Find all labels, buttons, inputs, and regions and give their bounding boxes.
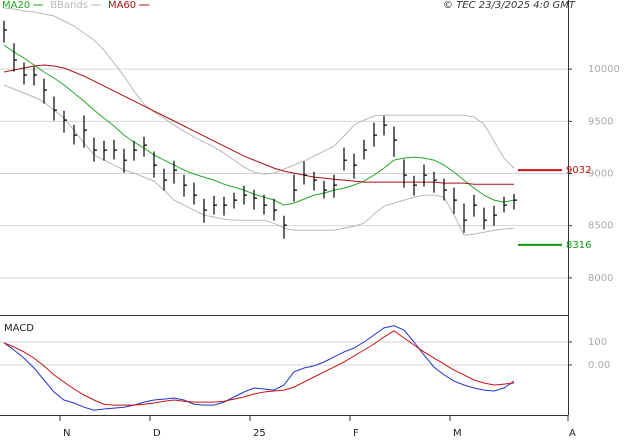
price-bar (483, 207, 487, 230)
price-bar (53, 96, 57, 121)
price-bar (413, 175, 417, 196)
x-tick-label: N (63, 428, 70, 439)
x-tick-label: F (353, 428, 359, 439)
indicator-line (3, 84, 515, 236)
price-bar (203, 198, 207, 223)
x-tick-label: 25 (253, 428, 266, 439)
price-bar (463, 203, 467, 233)
y-tick-label: 9000 (588, 169, 613, 180)
price-bar (93, 137, 97, 162)
indicator-line (3, 64, 514, 185)
price-bar (293, 174, 297, 202)
y-tick-label: 8500 (588, 221, 613, 232)
level-label: 9032 (566, 165, 591, 176)
price-bar (3, 20, 7, 43)
price-bar (393, 126, 397, 157)
price-bar (163, 168, 167, 191)
y-tick-label: 10000 (588, 64, 620, 75)
legend-label: BBands (50, 0, 88, 11)
price-bar (143, 136, 147, 157)
y-tick-label: 100 (588, 337, 607, 348)
x-tick-label: D (153, 428, 161, 439)
price-bar (283, 215, 287, 239)
price-bar (513, 193, 517, 210)
price-bar (313, 171, 317, 191)
price-bar (103, 140, 107, 161)
price-bar (183, 174, 187, 197)
price-bar (353, 153, 357, 179)
price-bar (153, 151, 157, 178)
legend-label: MA60 (108, 0, 136, 11)
price-bar (453, 187, 457, 214)
price-bar (423, 164, 427, 187)
price-bar (123, 148, 127, 173)
price-bar (253, 189, 257, 210)
x-tick-label: M (453, 428, 462, 439)
price-bar (373, 122, 377, 147)
timestamp: © TEC 23/3/2025 4:0 GMT (443, 0, 576, 11)
price-bar (493, 205, 497, 226)
price-bar (173, 160, 177, 184)
price-bar (83, 115, 87, 148)
panel-title: MACD (4, 323, 34, 334)
price-bar (63, 110, 67, 133)
price-bar (403, 159, 407, 188)
price-bar (323, 180, 327, 199)
price-bar (243, 185, 247, 205)
price-bar (503, 196, 507, 213)
price-bar (273, 198, 277, 221)
price-bar (13, 43, 17, 72)
price-bar (193, 182, 197, 205)
x-tick-label: A (569, 428, 576, 439)
price-bar (73, 124, 77, 145)
price-bar (473, 194, 477, 217)
legend-label: MA20 (2, 0, 30, 11)
price-bar (213, 195, 217, 215)
y-tick-label: 9500 (588, 116, 613, 127)
price-bar (33, 66, 37, 86)
indicator-line (3, 7, 515, 175)
price-bar (443, 178, 447, 201)
price-bar (23, 62, 27, 85)
price-bar (433, 171, 437, 193)
price-bar (43, 78, 47, 104)
price-bar (333, 174, 337, 198)
price-bar (303, 161, 307, 185)
level-label: 8316 (566, 240, 591, 251)
price-bar (263, 194, 267, 215)
price-bar (113, 139, 117, 160)
y-tick-label: 0.00 (588, 360, 610, 371)
macd-line (3, 330, 515, 406)
price-bar (233, 192, 237, 209)
macd-line (3, 325, 515, 411)
price-bar (133, 140, 137, 161)
price-bar (223, 196, 227, 216)
indicator-line (3, 44, 515, 206)
price-bar (383, 115, 387, 136)
price-bar (363, 139, 367, 160)
y-tick-label: 8000 (588, 273, 613, 284)
price-bar (343, 147, 347, 171)
